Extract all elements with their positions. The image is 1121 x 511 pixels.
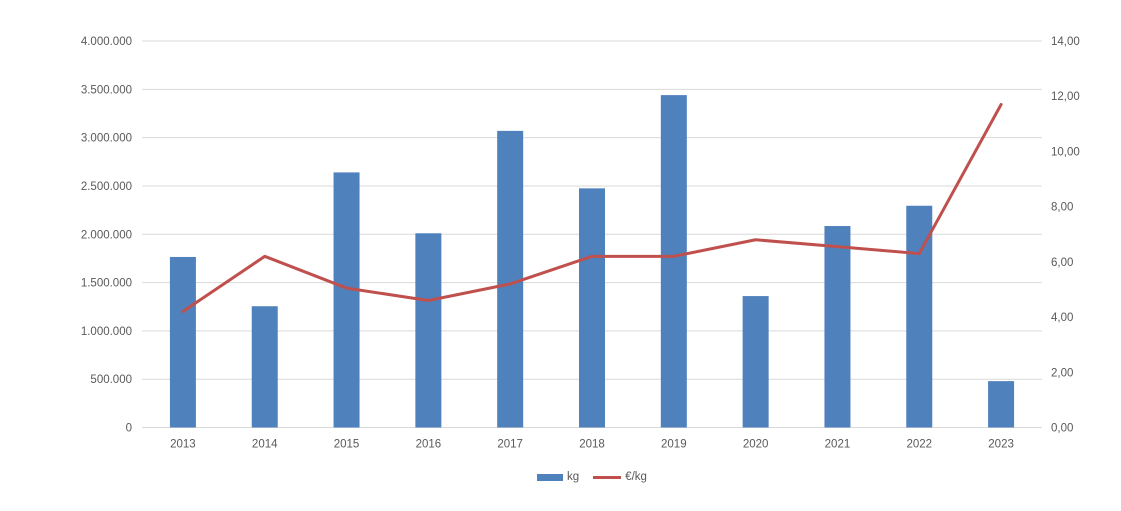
- left-axis-tick-label: 500.000: [90, 374, 132, 386]
- legend-item-kg: kg: [537, 469, 579, 485]
- right-axis-tick-label: 8,00: [1051, 202, 1073, 214]
- x-axis-category-label: 2022: [906, 439, 932, 451]
- x-axis-category-label: 2021: [825, 439, 851, 451]
- bar-2015: [333, 172, 360, 428]
- right-axis-tick-label: 4,00: [1051, 312, 1073, 324]
- bar-2019: [660, 95, 687, 428]
- left-axis-tick-label: 1.000.000: [81, 326, 132, 338]
- left-axis-tick-label: 2.500.000: [81, 181, 132, 193]
- x-axis-category-label: 2018: [579, 439, 605, 451]
- x-axis-category-label: 2013: [170, 439, 196, 451]
- left-axis-tick-label: 3.000.000: [81, 133, 132, 145]
- left-axis-tick-label: 1.500.000: [81, 278, 132, 290]
- eur-per-kg-line: [181, 102, 1003, 314]
- x-axis-category-label: 2020: [743, 439, 769, 451]
- x-axis-category-label: 2019: [661, 439, 687, 451]
- bar-2013: [169, 256, 196, 428]
- x-axis-category-label: 2014: [252, 439, 278, 451]
- x-axis-category-label: 2023: [988, 439, 1014, 451]
- eur-per-kg-series-swatch-icon: [593, 475, 622, 479]
- chart-legend: kg €/kg: [142, 469, 1042, 485]
- right-axis-tick-label: 14,00: [1051, 36, 1080, 48]
- bar-2020: [742, 296, 769, 428]
- left-axis-tick-label: 4.000.000: [81, 36, 132, 48]
- kg-series-swatch-icon: [537, 473, 564, 481]
- left-axis-tick-label: 2.000.000: [81, 229, 132, 241]
- bar-2014: [251, 306, 278, 428]
- right-axis-tick-label: 0,00: [1051, 423, 1073, 435]
- right-axis-tick-label: 2,00: [1051, 367, 1073, 379]
- bar-2016: [415, 233, 442, 428]
- right-axis-tick-label: 10,00: [1051, 146, 1080, 158]
- x-axis-category-label: 2017: [497, 439, 523, 451]
- right-axis-tick-label: 6,00: [1051, 257, 1073, 269]
- legend-label-eur-per-kg: €/kg: [625, 471, 647, 483]
- left-axis-tick-label: 3.500.000: [81, 84, 132, 96]
- legend-label-kg: kg: [567, 471, 580, 483]
- bar-2018: [579, 188, 605, 428]
- legend-item-eur-per-kg: €/kg: [593, 469, 647, 485]
- left-axis-tick-label: 0: [126, 423, 132, 435]
- bar-2017: [497, 130, 524, 428]
- bar-2022: [906, 205, 933, 428]
- x-axis-category-label: 2015: [334, 439, 360, 451]
- bar-2023: [988, 381, 1015, 428]
- bar-2021: [824, 226, 851, 428]
- right-axis-tick-label: 12,00: [1051, 91, 1080, 103]
- x-axis-category-label: 2016: [416, 439, 442, 451]
